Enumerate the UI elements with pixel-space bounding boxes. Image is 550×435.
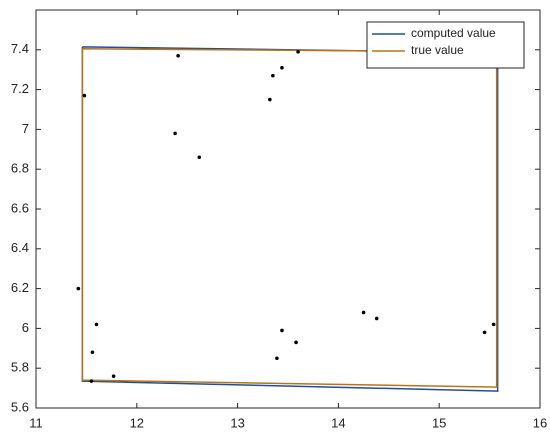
scatter-point (268, 97, 272, 102)
y-tick-label: 7 (22, 121, 29, 136)
scatter-point (374, 316, 379, 321)
legend: computed value true value (366, 21, 525, 69)
scatter-point (197, 155, 202, 160)
scatter-point (361, 310, 366, 315)
scatter-point (89, 379, 94, 383)
y-tick-label: 5.6 (11, 399, 29, 414)
scatter-point (275, 356, 279, 361)
x-tick-label: 11 (29, 415, 43, 430)
scatter-point (482, 330, 487, 335)
legend-label: computed value (411, 26, 496, 40)
scatter-point (90, 350, 95, 355)
series-line (81, 48, 498, 388)
scatter-point (76, 286, 81, 291)
x-tick-label: 14 (331, 415, 345, 430)
y-tick-label: 6.2 (11, 280, 29, 295)
y-tick-label: 6.8 (11, 161, 29, 176)
scatter-point (296, 49, 300, 54)
scatter-point (176, 53, 180, 58)
plot-frame (35, 9, 541, 409)
scatter-point (94, 322, 99, 327)
scatter-point (280, 65, 284, 70)
scatter-point (294, 340, 298, 345)
y-tick-label: 7.2 (11, 81, 29, 96)
scatter-point (491, 322, 496, 327)
scatter-point (111, 374, 116, 378)
legend-label: true value (411, 43, 464, 57)
scatter-point (82, 93, 87, 98)
legend-box (366, 21, 525, 69)
x-tick-label: 13 (230, 415, 244, 430)
scatter-point (173, 131, 177, 136)
scatter-point (271, 73, 275, 78)
scatter-point (280, 328, 284, 333)
y-tick-label: 5.8 (11, 360, 29, 375)
x-tick-label: 12 (130, 415, 144, 430)
y-tick-label: 7.4 (11, 41, 29, 56)
y-tick-label: 6.4 (11, 240, 29, 255)
y-tick-label: 6 (22, 320, 29, 335)
x-tick-label: 15 (432, 415, 446, 430)
x-tick-label: 16 (533, 415, 547, 430)
y-tick-label: 6.6 (11, 200, 29, 215)
